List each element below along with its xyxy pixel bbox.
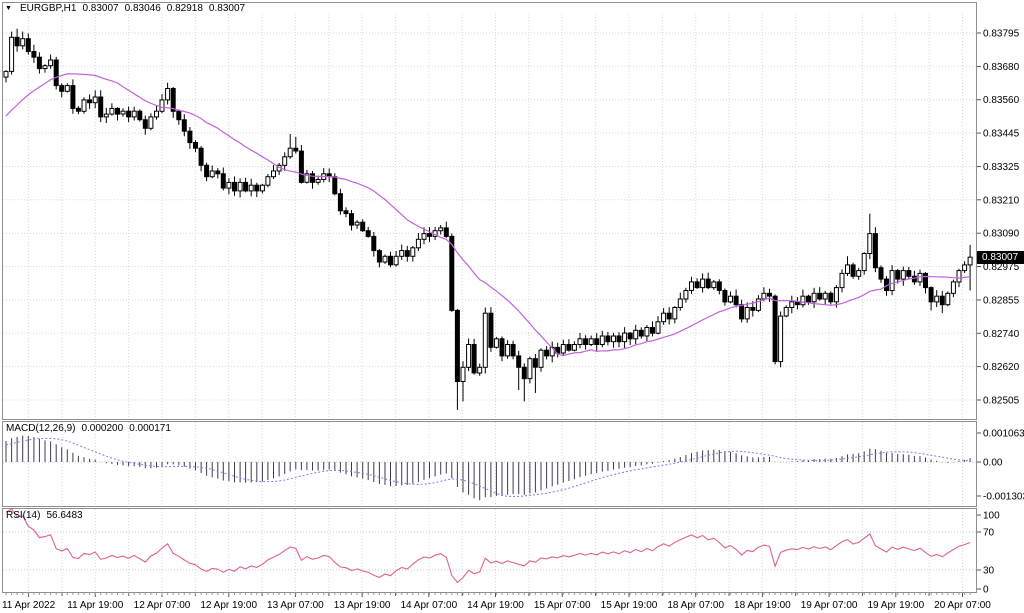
chart-menu-icon[interactable]: ▼	[5, 4, 12, 12]
price-tick-label: 0.82620	[983, 362, 1020, 373]
time-tick-label: 19 Apr 07:00	[801, 600, 858, 611]
time-tick-label: 14 Apr 19:00	[467, 600, 524, 611]
time-tick-label: 14 Apr 07:00	[400, 600, 457, 611]
time-tick-label: 19 Apr 19:00	[867, 600, 924, 611]
rsi-panel[interactable]	[2, 508, 977, 593]
price-tick-label: 0.83795	[983, 29, 1020, 40]
time-tick-label: 13 Apr 19:00	[334, 600, 391, 611]
macd-value-main: 0.000200	[81, 423, 124, 434]
time-tick-label: 18 Apr 07:00	[667, 600, 724, 611]
time-tick-label: 11 Apr 19:00	[67, 600, 123, 611]
time-tick-label: 15 Apr 19:00	[601, 600, 658, 611]
rsi-label: RSI(14)	[6, 510, 41, 521]
macd-value-signal: 0.000171	[129, 423, 171, 434]
price-tick-label: 0.83560	[983, 95, 1020, 106]
price-tick-label: 0.82505	[983, 396, 1020, 407]
time-tick-label: 20 Apr 07:00	[934, 600, 991, 611]
ohlc-close: 0.83007	[208, 3, 246, 14]
rsi-value: 56.6483	[46, 510, 83, 521]
rsi-tick-label: 30	[983, 566, 995, 577]
rsi-info-bar: RSI(14) 56.6483	[6, 510, 83, 521]
ohlc-high: 0.83046	[124, 3, 161, 14]
price-tick-label: 0.82855	[983, 295, 1020, 306]
time-tick-label: 11 Apr 2022	[2, 600, 56, 611]
time-tick-label: 15 Apr 07:00	[534, 600, 591, 611]
time-tick-label: 18 Apr 19:00	[734, 600, 791, 611]
macd-tick-label: 0.001063	[983, 429, 1024, 440]
rsi-tick-label: 100	[983, 511, 1000, 522]
macd-panel[interactable]	[2, 421, 977, 507]
ohlc-low: 0.82918	[166, 3, 203, 14]
time-tick-label: 13 Apr 07:00	[267, 600, 324, 611]
symbol-info-bar: ▼ EURGBP,H1 0.83007 0.83046 0.82918 0.83…	[5, 3, 245, 14]
time-axis[interactable]: 11 Apr 2022 11 Apr 19:00 12 Apr 07:00 12 Ap…	[2, 593, 991, 611]
current-price-tag[interactable]: 0.83007	[977, 251, 1024, 264]
time-tick-label: 12 Apr 07:00	[134, 600, 191, 611]
time-tick-label: 12 Apr 19:00	[200, 600, 257, 611]
price-tick-label: 0.82740	[983, 329, 1020, 340]
price-tick-label: 0.83680	[983, 62, 1020, 73]
symbol-period-label: EURGBP,H1	[19, 3, 77, 14]
macd-tick-label: 0.00	[983, 458, 1003, 469]
price-tick-label: 0.83325	[983, 162, 1020, 173]
price-tick-label: 0.83090	[983, 229, 1020, 240]
price-chart-panel[interactable]	[2, 2, 977, 420]
ohlc-open: 0.83007	[82, 3, 119, 14]
macd-info-bar: MACD(12,26,9) 0.000200 0.000171	[6, 423, 171, 434]
price-tick-label: 0.83445	[983, 129, 1020, 140]
price-tick-label: 0.83210	[983, 195, 1020, 206]
rsi-tick-label: 70	[983, 528, 995, 539]
rsi-tick-label: 0	[983, 585, 989, 596]
macd-tick-label: -0.001303	[983, 492, 1024, 503]
macd-label: MACD(12,26,9)	[6, 423, 76, 434]
